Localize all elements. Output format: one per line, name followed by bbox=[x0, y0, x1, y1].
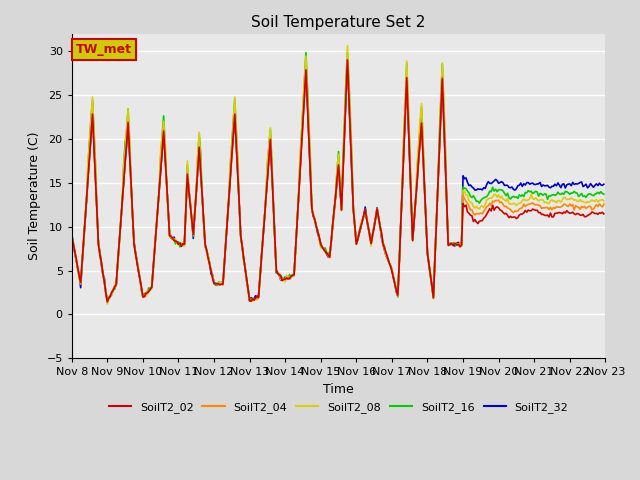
SoilT2_08 bbox=[302, 53, 310, 59]
SoilT2_02 bbox=[134, 268, 142, 274]
SoilT2_04 bbox=[302, 67, 310, 73]
SoilT2_16 bbox=[600, 191, 607, 197]
Title: Soil Temperature Set 2: Soil Temperature Set 2 bbox=[252, 15, 426, 30]
SoilT2_02 bbox=[573, 211, 581, 216]
SoilT2_32 bbox=[344, 57, 351, 62]
SoilT2_04 bbox=[68, 233, 76, 239]
SoilT2_02 bbox=[228, 153, 236, 158]
SoilT2_04 bbox=[134, 267, 142, 273]
Line: SoilT2_32: SoilT2_32 bbox=[72, 60, 604, 302]
SoilT2_08 bbox=[600, 198, 607, 204]
SoilT2_08 bbox=[104, 301, 111, 307]
SoilT2_16 bbox=[573, 190, 581, 196]
Line: SoilT2_16: SoilT2_16 bbox=[72, 53, 604, 300]
Text: TW_met: TW_met bbox=[76, 43, 132, 56]
SoilT2_04 bbox=[255, 294, 262, 300]
SoilT2_02 bbox=[104, 299, 111, 305]
SoilT2_32 bbox=[600, 181, 607, 187]
SoilT2_02 bbox=[344, 57, 351, 63]
SoilT2_08 bbox=[228, 143, 236, 149]
SoilT2_04 bbox=[600, 201, 607, 207]
SoilT2_32 bbox=[246, 298, 253, 304]
SoilT2_04 bbox=[573, 204, 581, 210]
SoilT2_32 bbox=[302, 67, 310, 73]
X-axis label: Time: Time bbox=[323, 383, 354, 396]
SoilT2_16 bbox=[246, 298, 253, 303]
SoilT2_32 bbox=[134, 268, 142, 274]
SoilT2_02 bbox=[246, 298, 253, 303]
SoilT2_08 bbox=[246, 297, 253, 303]
SoilT2_08 bbox=[68, 234, 76, 240]
SoilT2_04 bbox=[228, 153, 236, 158]
SoilT2_16 bbox=[133, 258, 141, 264]
SoilT2_32 bbox=[255, 293, 262, 299]
Line: SoilT2_04: SoilT2_04 bbox=[72, 61, 604, 301]
Y-axis label: Soil Temperature (C): Soil Temperature (C) bbox=[28, 132, 41, 260]
SoilT2_08 bbox=[344, 43, 351, 48]
SoilT2_16 bbox=[68, 236, 76, 241]
Line: SoilT2_08: SoilT2_08 bbox=[72, 46, 604, 304]
Line: SoilT2_02: SoilT2_02 bbox=[72, 60, 604, 302]
SoilT2_32 bbox=[68, 231, 76, 237]
SoilT2_16 bbox=[303, 84, 311, 89]
SoilT2_02 bbox=[255, 295, 262, 300]
SoilT2_02 bbox=[600, 211, 607, 217]
SoilT2_32 bbox=[104, 299, 111, 305]
Legend: SoilT2_02, SoilT2_04, SoilT2_08, SoilT2_16, SoilT2_32: SoilT2_02, SoilT2_04, SoilT2_08, SoilT2_… bbox=[104, 398, 573, 418]
SoilT2_16 bbox=[227, 163, 234, 168]
SoilT2_08 bbox=[134, 266, 142, 272]
SoilT2_04 bbox=[344, 59, 351, 64]
SoilT2_08 bbox=[573, 198, 581, 204]
SoilT2_32 bbox=[228, 150, 236, 156]
SoilT2_04 bbox=[246, 298, 253, 304]
SoilT2_16 bbox=[302, 50, 310, 56]
SoilT2_08 bbox=[255, 295, 262, 301]
SoilT2_04 bbox=[104, 299, 111, 304]
SoilT2_16 bbox=[255, 294, 262, 300]
SoilT2_02 bbox=[68, 232, 76, 238]
SoilT2_32 bbox=[573, 181, 581, 187]
SoilT2_16 bbox=[244, 287, 252, 292]
SoilT2_02 bbox=[302, 67, 310, 73]
